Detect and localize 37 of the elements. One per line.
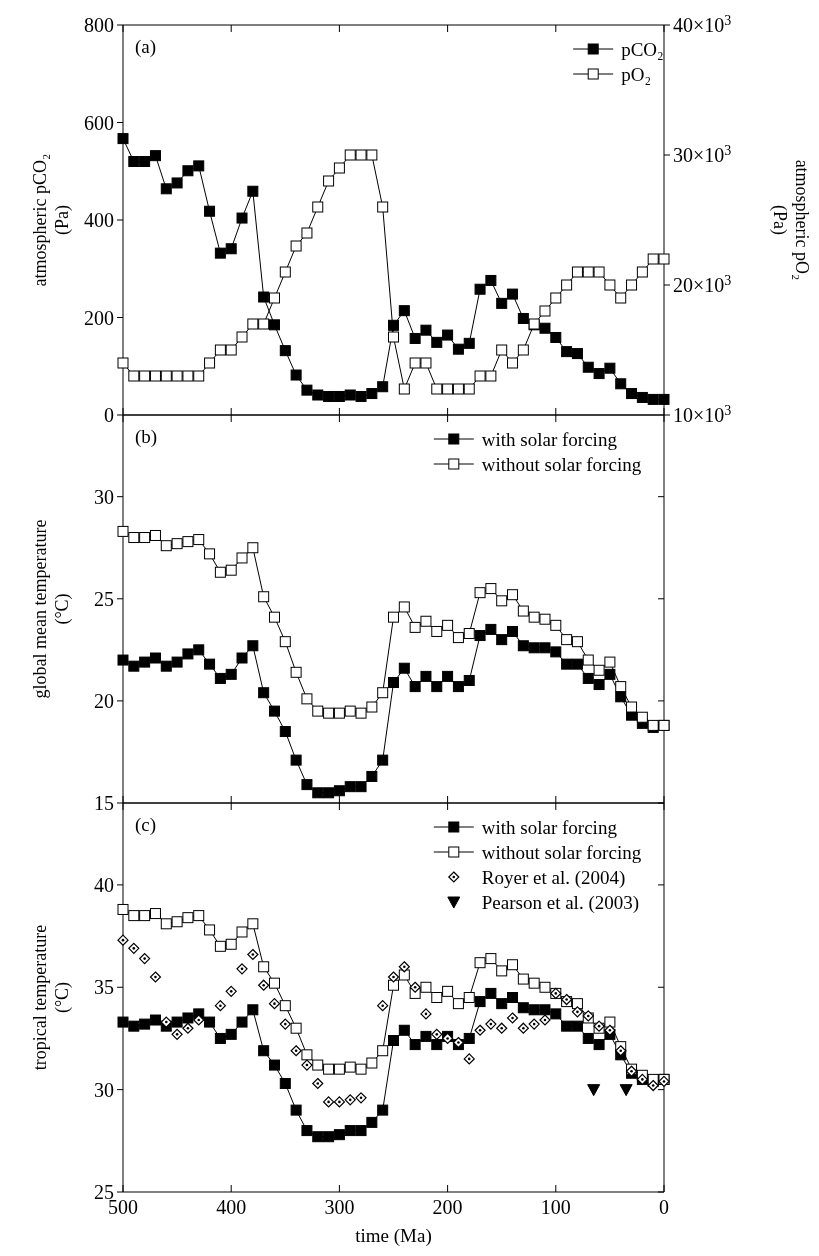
x-tick-label: 400 xyxy=(216,1196,247,1218)
y-axis-title: tropical temperature (°C) xyxy=(30,924,73,1071)
text: (c) xyxy=(135,814,157,836)
y-axis-title: global mean temperature (°C) xyxy=(30,519,73,699)
y-tick-label: 0 xyxy=(104,404,114,426)
x-axis-title: time (Ma) xyxy=(355,1225,432,1247)
y-tick-label: 20 xyxy=(94,689,114,712)
x-tick-label: 100 xyxy=(540,1196,571,1218)
legend-label: pCO₂ xyxy=(621,38,664,60)
legend-label: pO₂ xyxy=(621,63,652,85)
y2-tick-label: 40×10$^{3}$ xyxy=(673,12,732,36)
y2-tick-label: 10×10$^{3}$ xyxy=(673,402,732,426)
y2-tick-label: 20×10$^{3}$ xyxy=(673,272,732,296)
x-tick-label: 0 xyxy=(659,1196,669,1218)
legend-label: with solar forcing xyxy=(481,428,618,450)
y-tick-label: 40 xyxy=(94,873,114,896)
text: (b) xyxy=(135,426,158,448)
y-tick-label: 800 xyxy=(84,14,114,36)
legend-label: without solar forcing xyxy=(481,453,642,475)
x-tick-label: 300 xyxy=(324,1196,355,1218)
y-tick-label: 200 xyxy=(84,306,114,329)
y-tick-label: 25 xyxy=(94,587,114,610)
legend-label: Pearson et al. (2003) xyxy=(481,891,640,914)
y-tick-label: 600 xyxy=(84,111,114,134)
y2-axis-title: atmospheric pO₂ (Pa) xyxy=(769,159,812,281)
y2-tick-label: 30×10$^{3}$ xyxy=(673,142,732,166)
legend-label: Royer et al. (2004) xyxy=(481,866,626,889)
y-tick-label: 30 xyxy=(94,1078,114,1101)
y-tick-label: 30 xyxy=(94,485,114,508)
legend-label: with solar forcing xyxy=(481,816,618,838)
legend-label: without solar forcing xyxy=(481,841,642,863)
text: (a) xyxy=(135,36,157,58)
x-tick-label: 200 xyxy=(432,1196,463,1218)
y-tick-label: 400 xyxy=(84,209,114,231)
y-axis-title: atmospheric pCO₂ (Pa) xyxy=(30,153,73,287)
y-tick-label: 35 xyxy=(94,976,114,999)
y-tick-label: 15 xyxy=(94,792,114,814)
